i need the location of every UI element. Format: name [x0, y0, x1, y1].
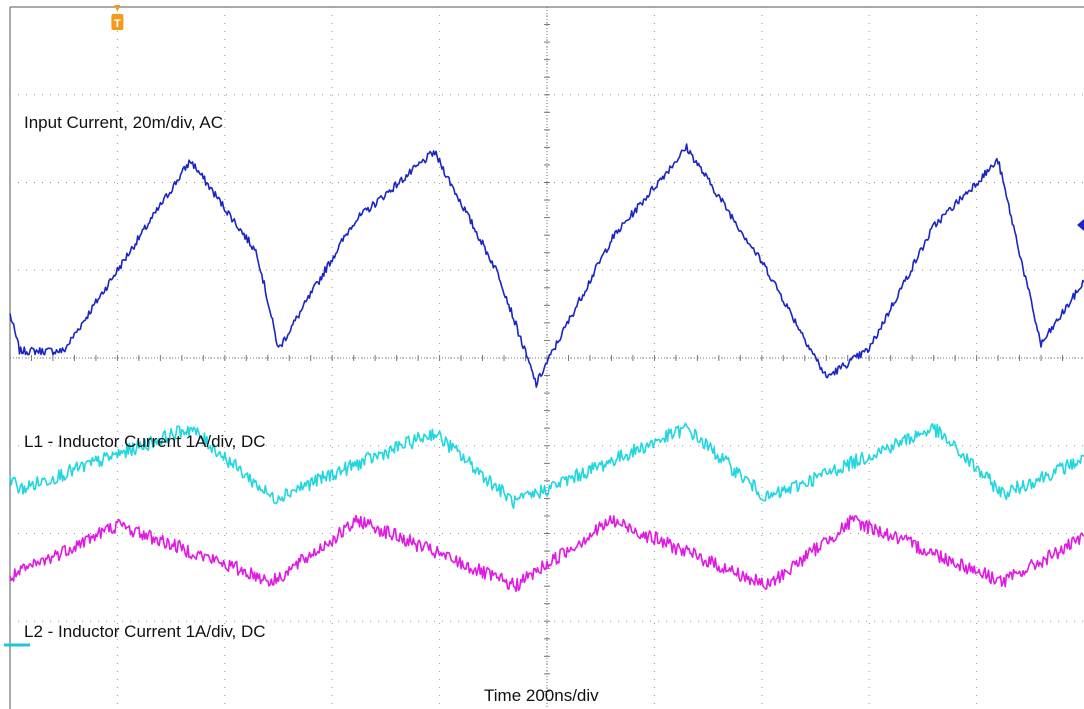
trace-input-current	[9, 143, 1084, 388]
series-label-l1-current: L1 - Inductor Current 1A/div, DC	[24, 432, 266, 451]
trigger-marker-label: T	[114, 18, 121, 30]
trigger-marker-icon	[111, 14, 124, 30]
trace-end-arrow-icon	[1077, 219, 1084, 231]
series-label-l2-current: L2 - Inductor Current 1A/div, DC	[24, 622, 266, 641]
trigger-arrow-icon	[114, 5, 121, 12]
scope-markers: T	[4, 5, 1084, 647]
series-label-input-current: Input Current, 20m/div, AC	[24, 113, 223, 132]
trace-l1-current	[9, 422, 1084, 510]
trace-l2-current	[9, 514, 1084, 593]
x-axis-label: Time 200ns/div	[484, 686, 599, 705]
graticule	[9, 6, 1084, 709]
waveform-traces	[9, 143, 1084, 593]
